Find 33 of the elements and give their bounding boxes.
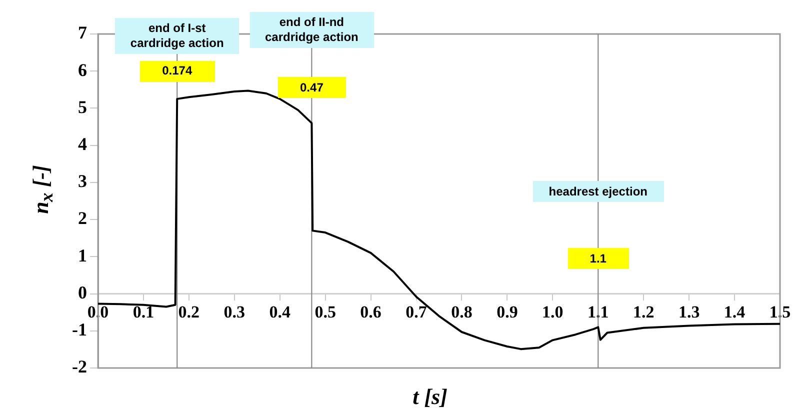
y-tick-label: 6 xyxy=(78,60,87,80)
annotation: 1.1 xyxy=(590,251,606,266)
y-tick-label: 4 xyxy=(78,134,87,154)
y-tick-label: 5 xyxy=(78,96,87,117)
y-tick-label: 1 xyxy=(78,245,87,266)
annotation: 0.174 xyxy=(162,64,192,79)
x-tick-label: 0.7 xyxy=(406,302,428,322)
x-tick-label: 0.9 xyxy=(496,302,518,322)
y-tick-label: 3 xyxy=(78,171,87,192)
y-tick-label: -2 xyxy=(72,356,87,377)
x-tick-label: 1.3 xyxy=(678,302,700,322)
annotation: end of II-nd cardridge action xyxy=(265,15,358,46)
x-tick-label: 1.1 xyxy=(588,302,609,322)
y-tick-label: 2 xyxy=(78,208,87,228)
x-tick-label: 0.1 xyxy=(132,302,154,322)
x-tick-label: 0.6 xyxy=(360,302,382,322)
x-tick-label: 1.2 xyxy=(632,302,654,322)
x-tick-label: 0.8 xyxy=(451,302,472,322)
x-tick-label: 1.5 xyxy=(769,302,791,322)
x-tick-label: 0.2 xyxy=(178,302,200,322)
x-tick-label: 0.4 xyxy=(269,302,291,322)
x-tick-label: 0.3 xyxy=(224,302,246,322)
x-tick-label: 1.4 xyxy=(724,302,746,322)
annotation: end of I-st cardridge action xyxy=(130,20,224,51)
y-tick-label: -1 xyxy=(72,320,87,340)
y-tick-label: 0 xyxy=(78,282,87,302)
x-tick-label: 0.0 xyxy=(87,302,109,322)
annotation: headrest ejection xyxy=(548,184,648,200)
x-axis-title: t [s] xyxy=(412,384,448,410)
y-tick-label: 7 xyxy=(78,22,87,43)
annotation: 0.47 xyxy=(300,80,324,96)
x-tick-label: 1.0 xyxy=(542,302,564,322)
x-tick-label: 0.5 xyxy=(314,302,336,322)
